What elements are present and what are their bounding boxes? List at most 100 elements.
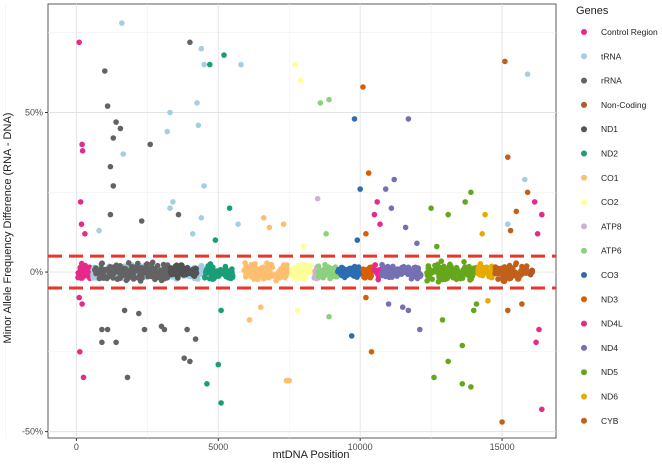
data-point [90,275,96,281]
data-point [425,265,432,272]
data-point-outlier [198,215,205,221]
data-point-outlier [198,45,205,52]
data-point-outlier [124,374,131,381]
data-point [400,269,406,276]
data-point-outlier [531,199,538,205]
data-point [307,270,313,276]
data-point-outlier [534,231,541,237]
data-point-outlier [96,227,102,234]
data-point [111,269,118,275]
legend-key [581,101,587,108]
data-point-outlier [382,186,389,192]
data-point [125,260,132,266]
data-point-outlier [110,135,117,141]
data-point-outlier [326,96,332,103]
legend-label: ND3 [601,294,618,304]
data-point-outlier [79,301,85,307]
data-point [280,272,286,279]
data-point-outlier [374,199,381,205]
data-point-outlier [388,205,395,211]
data-point-outlier [536,326,542,333]
data-point-outlier [104,326,111,333]
data-point-outlier [360,84,366,90]
data-point [476,268,482,274]
data-point-outlier [117,125,124,132]
data-point-outlier [414,240,420,247]
data-point-outlier [164,128,170,135]
data-point-outlier [110,183,117,189]
data-point [143,265,149,271]
legend-key [581,174,587,181]
data-point-outlier [371,211,378,218]
data-point [453,267,460,274]
data-point [508,268,514,275]
legend-label: CO2 [601,197,619,207]
data-point [487,268,493,275]
data-point [362,275,368,281]
data-point-outlier [351,116,358,122]
data-point-outlier [212,237,219,243]
data-point [424,272,431,279]
legend-key [581,53,587,60]
data-point [202,273,208,280]
data-point-outlier [175,211,182,218]
data-point [134,262,141,269]
data-point-outlier [294,307,301,314]
legend-label: tRNA [601,51,622,61]
data-point [480,264,487,271]
data-point-outlier [189,231,196,237]
data-point [385,267,391,273]
legend-key [581,417,587,424]
data-point-outlier [479,231,486,237]
data-point [99,260,105,267]
series-co2 [288,61,314,314]
data-point [320,267,327,274]
data-point [267,272,273,278]
series-non-coding [527,267,536,278]
data-point [83,270,89,277]
data-point-outlier [79,141,85,148]
data-point-outlier [77,349,83,355]
data-point-outlier [194,100,200,106]
data-point-outlier [459,342,466,349]
data-point [390,263,396,270]
data-point [469,273,476,279]
data-point-outlier [462,199,469,205]
data-point [315,269,322,276]
legend-key [581,247,587,254]
data-point-outlier [317,100,324,106]
legend-key [581,199,587,206]
data-point [136,273,143,280]
legend-label: ND4 [601,343,618,353]
data-point-outlier [405,307,412,314]
data-point [501,269,508,276]
data-point [445,269,452,276]
data-point [147,272,154,279]
data-point-outlier [507,227,514,234]
data-point-outlier [505,307,511,314]
data-point [159,269,166,276]
data-point [249,264,255,270]
data-point-outlier [368,349,375,355]
data-point-outlier [80,374,87,381]
data-point [430,269,436,276]
data-point-outlier [138,218,145,224]
data-point [294,265,300,272]
legend-label: ATP8 [601,221,622,231]
data-point [328,270,335,276]
data-point [263,265,269,271]
data-point [327,275,333,282]
data-point-outlier [246,317,253,323]
data-point [341,268,348,274]
data-point [523,263,530,269]
data-point [243,264,250,271]
data-point [461,259,467,265]
data-point [274,273,281,280]
data-point [172,271,178,277]
data-point-outlier [195,122,202,129]
data-point [193,270,199,277]
legend-key [581,320,587,327]
data-point [77,268,84,274]
legend-label: CO1 [601,173,619,183]
data-point-outlier [167,205,173,211]
